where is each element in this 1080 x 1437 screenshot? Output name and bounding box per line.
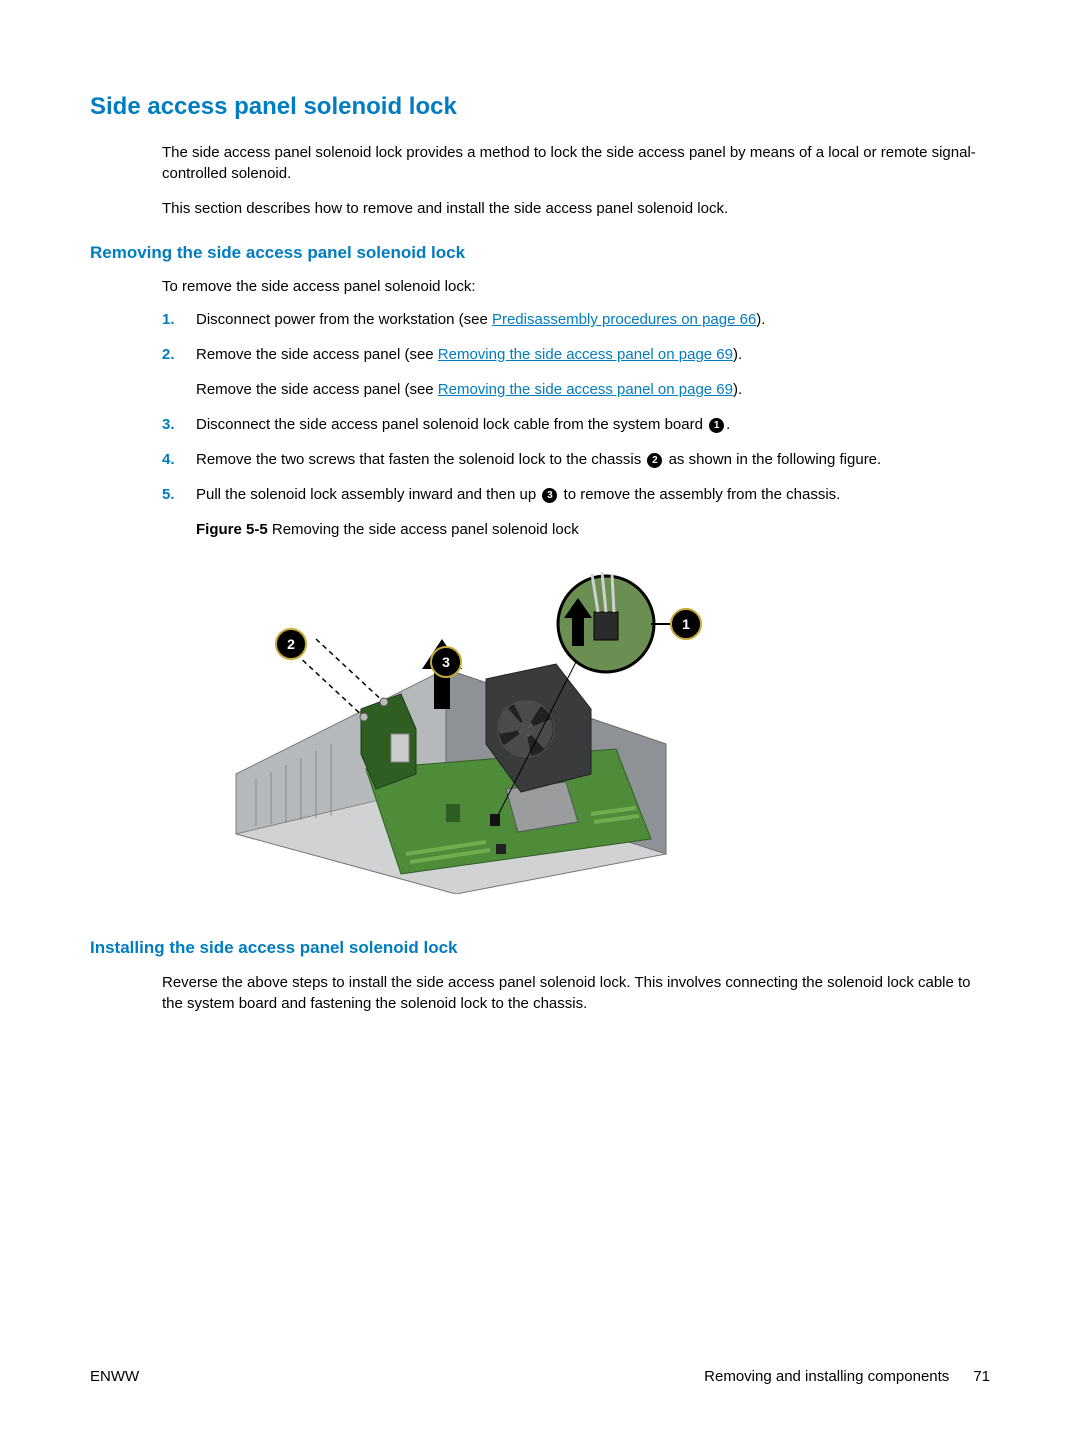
- step-2b-text: Remove the side access panel (see Removi…: [196, 379, 990, 400]
- callout-3-inline: 3: [542, 488, 557, 503]
- figure-label: Figure 5-5: [196, 521, 268, 538]
- steps-list: 1. Disconnect power from the workstation…: [162, 309, 990, 914]
- footer-section: Removing and installing components: [704, 1366, 949, 1387]
- step-2: 2. Remove the side access panel (see Rem…: [162, 344, 990, 400]
- step-4: 4. Remove the two screws that fasten the…: [162, 449, 990, 470]
- figure-caption: Figure 5-5 Removing the side access pane…: [196, 519, 990, 540]
- heading-installing: Installing the side access panel solenoi…: [90, 936, 990, 960]
- step-5-text: Pull the solenoid lock assembly inward a…: [196, 484, 990, 505]
- step-3-post: .: [726, 416, 730, 433]
- remove-lead-text: To remove the side access panel solenoid…: [162, 276, 990, 297]
- step-number: 3.: [162, 414, 196, 435]
- footer-left: ENWW: [90, 1366, 139, 1387]
- install-body-text: Reverse the above steps to install the s…: [162, 972, 990, 1014]
- step-number: 4.: [162, 449, 196, 470]
- callout-2-badge: 2: [276, 629, 306, 659]
- step-2a-post: ).: [733, 346, 742, 363]
- step-1: 1. Disconnect power from the workstation…: [162, 309, 990, 330]
- step-1-pre: Disconnect power from the workstation (s…: [196, 311, 492, 328]
- callout-1-badge: 1: [671, 609, 701, 639]
- step-2a-text: Remove the side access panel (see Removi…: [196, 344, 990, 365]
- intro-paragraph-1: The side access panel solenoid lock prov…: [162, 142, 990, 184]
- step-2b-post: ).: [733, 381, 742, 398]
- step-1-text: Disconnect power from the workstation (s…: [196, 309, 990, 330]
- step-3: 3. Disconnect the side access panel sole…: [162, 414, 990, 435]
- step-number: 5.: [162, 484, 196, 505]
- callout-1-inline: 1: [709, 418, 724, 433]
- footer-page-number: 71: [973, 1366, 990, 1387]
- step-5: 5. Pull the solenoid lock assembly inwar…: [162, 484, 990, 914]
- figure-caption-text: Removing the side access panel solenoid …: [268, 521, 579, 538]
- heading-main: Side access panel solenoid lock: [90, 90, 990, 124]
- step-3-pre: Disconnect the side access panel solenoi…: [196, 416, 707, 433]
- step-2a-pre: Remove the side access panel (see: [196, 346, 438, 363]
- solenoid-lock-diagram: 3 2: [196, 554, 716, 894]
- page-footer: ENWW Removing and installing components …: [90, 1366, 990, 1387]
- step-3-text: Disconnect the side access panel solenoi…: [196, 414, 990, 435]
- step-4-pre: Remove the two screws that fasten the so…: [196, 451, 645, 468]
- step-1-post: ).: [756, 311, 765, 328]
- svg-text:3: 3: [442, 654, 450, 670]
- step-5-post: to remove the assembly from the chassis.: [559, 486, 840, 503]
- intro-paragraph-2: This section describes how to remove and…: [162, 198, 990, 219]
- svg-text:1: 1: [682, 616, 690, 632]
- link-remove-panel-a[interactable]: Removing the side access panel on page 6…: [438, 346, 733, 363]
- magnifier-icon: [558, 572, 671, 672]
- step-4-post: as shown in the following figure.: [664, 451, 881, 468]
- callout-3-badge: 3: [431, 647, 461, 677]
- svg-text:2: 2: [287, 636, 295, 652]
- link-remove-panel-b[interactable]: Removing the side access panel on page 6…: [438, 381, 733, 398]
- heading-removing: Removing the side access panel solenoid …: [90, 241, 990, 265]
- callout-2-inline: 2: [647, 453, 662, 468]
- step-5-pre: Pull the solenoid lock assembly inward a…: [196, 486, 540, 503]
- step-number: 2.: [162, 344, 196, 365]
- step-number: 1.: [162, 309, 196, 330]
- step-4-text: Remove the two screws that fasten the so…: [196, 449, 990, 470]
- figure-5-5: 3 2: [196, 554, 990, 894]
- link-predisassembly[interactable]: Predisassembly procedures on page 66: [492, 311, 756, 328]
- step-2b-pre: Remove the side access panel (see: [196, 381, 438, 398]
